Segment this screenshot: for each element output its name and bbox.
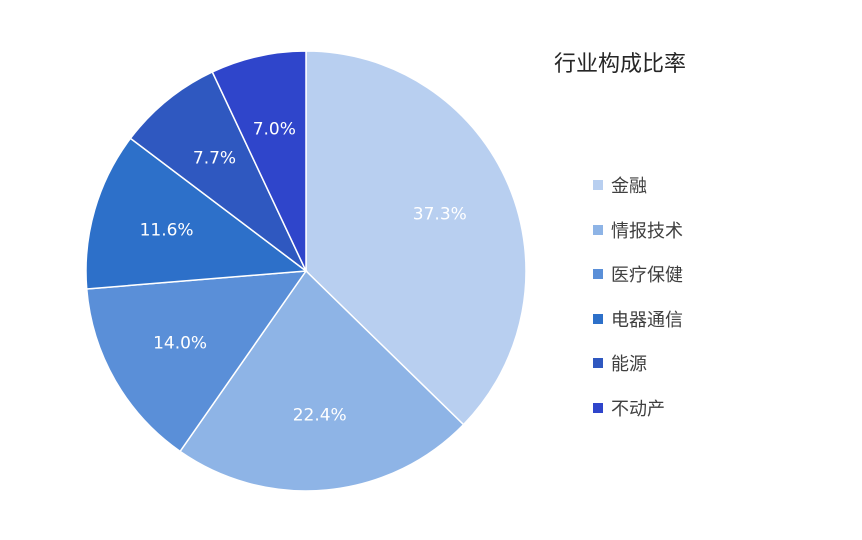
legend-item: 金融	[593, 163, 683, 208]
data-label-1: 37.3%	[413, 205, 467, 225]
legend-label: 电器通信	[611, 309, 683, 331]
legend-label: 不动产	[611, 398, 665, 420]
data-label-4: 11.6%	[140, 221, 194, 241]
pie-slice-3	[85, 270, 308, 453]
legend-label: 金融	[611, 176, 647, 198]
legend: 金融情报技术医疗保健电器通信能源不动产	[593, 163, 683, 430]
legend-item: 医疗保健	[593, 252, 683, 297]
legend-swatch	[593, 180, 603, 191]
data-label-2: 22.4%	[293, 406, 347, 426]
pie-slice-5	[129, 70, 307, 272]
legend-item: 情报技术	[593, 208, 683, 253]
chart-title: 行业构成比率	[553, 52, 686, 77]
legend-swatch	[593, 269, 603, 280]
legend-swatch	[593, 313, 603, 324]
legend-item: 电器通信	[593, 297, 683, 342]
pie-data-labels: 37.3% 22.4% 14.0% 11.6% 7.7% 7.0%	[140, 119, 467, 425]
pie-slice-1	[305, 50, 527, 426]
pie-slice-2	[179, 269, 465, 492]
pie-slice-6	[211, 50, 307, 272]
legend-swatch	[593, 402, 603, 413]
data-label-3: 14.0%	[153, 333, 207, 353]
data-label-5: 7.7%	[193, 148, 236, 168]
data-label-6: 7.0%	[253, 119, 296, 139]
pie-slices	[85, 50, 527, 492]
legend-item: 能源	[593, 341, 683, 386]
pie-slice-4	[85, 137, 309, 290]
legend-item: 不动产	[593, 386, 683, 431]
legend-label: 能源	[611, 354, 647, 376]
legend-label: 情报技术	[611, 220, 683, 242]
legend-swatch	[593, 358, 603, 369]
legend-label: 医疗保健	[611, 265, 683, 287]
legend-swatch	[593, 224, 603, 235]
